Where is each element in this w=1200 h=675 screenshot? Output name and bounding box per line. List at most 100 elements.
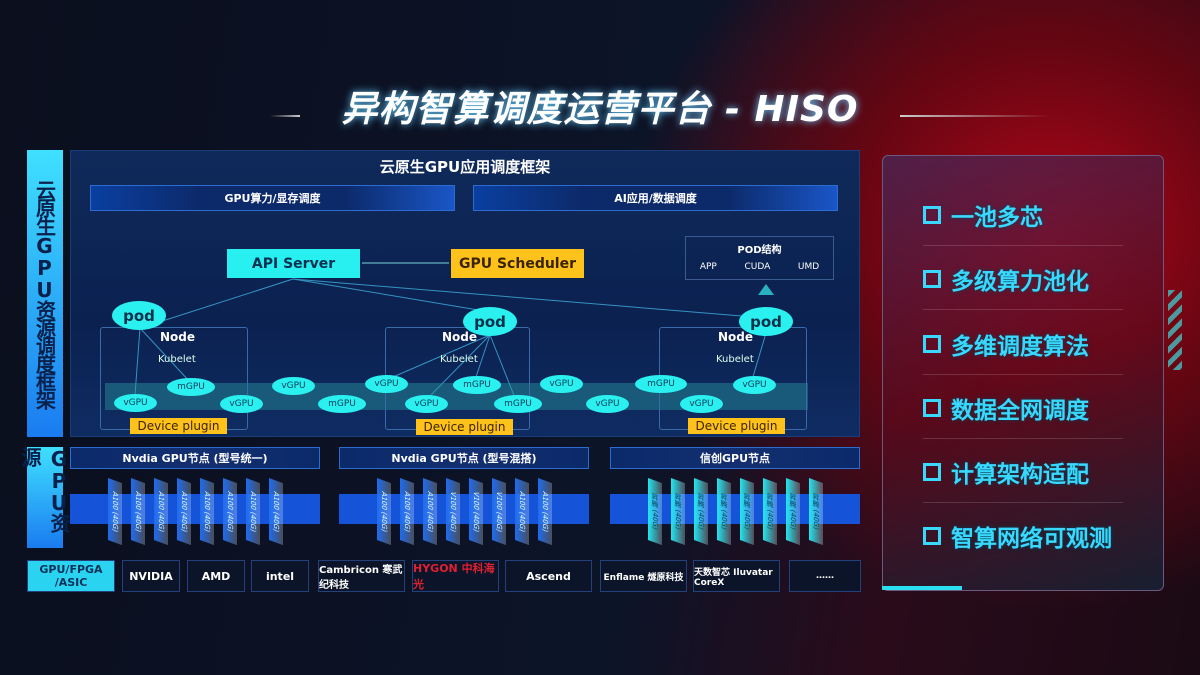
checkbox-icon bbox=[923, 527, 941, 545]
feature-item: 多级算力池化 bbox=[923, 262, 1089, 296]
resources-side-label: GPU资源 bbox=[18, 447, 71, 548]
checkbox-icon bbox=[923, 335, 941, 353]
vgpu-ellipse: vGPU bbox=[365, 375, 408, 393]
gpu-node-title-1: Nvdia GPU节点 (型号统一) bbox=[70, 447, 320, 469]
divider bbox=[923, 502, 1123, 503]
divider bbox=[923, 309, 1123, 310]
vendor-logo: NVIDIA bbox=[122, 560, 180, 592]
gpu-node-title-2: Nvdia GPU节点 (型号混搭) bbox=[339, 447, 589, 469]
gpu-card: A100 (40G) bbox=[246, 478, 260, 546]
divider bbox=[923, 438, 1123, 439]
node-label: Node bbox=[718, 330, 754, 344]
vgpu-ellipse: vGPU bbox=[540, 375, 583, 393]
gpu-card: A100 (40G) bbox=[108, 478, 122, 546]
feature-label: 数据全网调度 bbox=[951, 398, 1089, 424]
pod-ellipse: pod bbox=[112, 301, 166, 330]
divider bbox=[923, 374, 1123, 375]
feature-item: 智算网络可观测 bbox=[923, 519, 1112, 553]
gpu-node-cards-2: A100 (40G) A100 (40G) A100 (40G) V100 (40G)… bbox=[339, 478, 589, 548]
vendor-logo: Ascend bbox=[505, 560, 592, 592]
pod-ellipse: pod bbox=[739, 307, 793, 336]
divider bbox=[923, 245, 1123, 246]
feature-item: 计算架构适配 bbox=[923, 455, 1089, 489]
vgpu-ellipse: vGPU bbox=[733, 376, 776, 394]
vendor-logo: intel bbox=[251, 560, 309, 592]
feature-label: 计算架构适配 bbox=[951, 462, 1089, 488]
feature-label: 一池多芯 bbox=[951, 205, 1043, 231]
gpu-card: 昇腾 (40G) bbox=[717, 478, 731, 546]
pod-ellipse: pod bbox=[463, 307, 517, 336]
gpu-card: 昇腾 (40G) bbox=[786, 478, 800, 546]
gpu-card: A100 (40G) bbox=[131, 478, 145, 546]
vgpu-ellipse: vGPU bbox=[272, 377, 315, 395]
vgpu-ellipse: vGPU bbox=[220, 395, 263, 413]
gpu-card: A100 (40G) bbox=[269, 478, 283, 546]
feature-label: 多级算力池化 bbox=[951, 269, 1089, 295]
title-decoration-right bbox=[900, 115, 1050, 117]
chips-label: GPU/FPGA /ASIC bbox=[27, 560, 115, 592]
vendor-logo: HYGON 中科海光 bbox=[412, 560, 499, 592]
mgpu-ellipse: mGPU bbox=[167, 378, 215, 396]
gpu-card: A100 (40G) bbox=[200, 478, 214, 546]
checkbox-icon bbox=[923, 399, 941, 417]
stripe-decoration bbox=[1168, 290, 1182, 370]
feature-label: 智算网络可观测 bbox=[951, 526, 1112, 552]
accent-decoration bbox=[882, 586, 962, 590]
pod-structure-umd: UMD bbox=[797, 262, 820, 272]
gpu-card: A100 (40G) bbox=[154, 478, 168, 546]
framework-header: 云原生GPU应用调度框架 bbox=[379, 158, 551, 176]
gpu-compute-bar: GPU算力/显存调度 bbox=[90, 185, 455, 211]
gpu-card: 昇腾 (40G) bbox=[671, 478, 685, 546]
checkbox-icon bbox=[923, 463, 941, 481]
feature-item: 数据全网调度 bbox=[923, 391, 1089, 425]
feature-item: 多维调度算法 bbox=[923, 327, 1089, 361]
vgpu-ellipse: vGPU bbox=[680, 395, 723, 413]
vendor-logo: AMD bbox=[187, 560, 245, 592]
gpu-node-title-3: 信创GPU节点 bbox=[610, 447, 860, 469]
vendor-logo: 天数智芯 Iluvatar CoreX bbox=[693, 560, 780, 592]
vgpu-ellipse: vGPU bbox=[114, 394, 157, 412]
vendor-logo: Cambricon 寒武纪科技 bbox=[318, 560, 405, 592]
gpu-card: A100 (40G) bbox=[538, 478, 552, 546]
gpu-card: V100 (40G) bbox=[446, 478, 460, 546]
gpu-card: 昇腾 (40G) bbox=[740, 478, 754, 546]
gpu-card: A100 (40G) bbox=[515, 478, 529, 546]
gpu-card: V100 (40G) bbox=[469, 478, 483, 546]
vendor-logo: …… bbox=[789, 560, 861, 592]
kubelet-label: Kubelet bbox=[158, 354, 196, 365]
mgpu-ellipse: mGPU bbox=[494, 395, 542, 413]
node-label: Node bbox=[442, 330, 478, 344]
pod-structure-box: POD结构 APP CUDA UMD bbox=[685, 236, 834, 280]
checkbox-icon bbox=[923, 206, 941, 224]
vendor-logo: Enflame 燧原科技 bbox=[600, 560, 687, 592]
mgpu-ellipse: mGPU bbox=[318, 395, 366, 413]
api-server-box: API Server bbox=[227, 249, 360, 278]
page-title: 异构智算调度运营平台 - HISO bbox=[341, 89, 859, 130]
gpu-card: 昇腾 (40G) bbox=[694, 478, 708, 546]
gpu-card: 昇腾 (40G) bbox=[763, 478, 777, 546]
gpu-node-cards-1: A100 (40G) A100 (40G) A100 (40G) A100 (40G)… bbox=[70, 478, 320, 548]
gpu-card: V100 (40G) bbox=[492, 478, 506, 546]
title-decoration-left bbox=[270, 115, 300, 117]
gpu-card: A100 (40G) bbox=[423, 478, 437, 546]
feature-label: 多维调度算法 bbox=[951, 334, 1089, 360]
device-plugin-box: Device plugin bbox=[688, 418, 785, 434]
device-plugin-box: Device plugin bbox=[130, 418, 227, 434]
mgpu-ellipse: mGPU bbox=[453, 376, 501, 394]
gpu-card: A100 (40G) bbox=[223, 478, 237, 546]
vgpu-ellipse: vGPU bbox=[586, 395, 629, 413]
features-panel: 一池多芯 多级算力池化 多维调度算法 数据全网调度 计算架构适配 智算网络可观测 bbox=[882, 155, 1164, 591]
gpu-card: A100 (40G) bbox=[400, 478, 414, 546]
gpu-node-cards-3: 昇腾 (40G) 昇腾 (40G) 昇腾 (40G) 昇腾 (40G) 昇腾 (40G)… bbox=[610, 478, 860, 548]
gpu-card: A100 (40G) bbox=[377, 478, 391, 546]
pod-structure-cuda: CUDA bbox=[744, 262, 771, 272]
gpu-scheduler-box: GPU Scheduler bbox=[451, 249, 584, 278]
gpu-card: 昇腾 (40G) bbox=[809, 478, 823, 546]
gpu-card: 昇腾 (40G) bbox=[648, 478, 662, 546]
pod-structure-title: POD结构 bbox=[737, 245, 782, 256]
feature-item: 一池多芯 bbox=[923, 198, 1043, 232]
framework-side-label: 云原生GPU资源调度框架 bbox=[27, 150, 63, 437]
mgpu-ellipse: mGPU bbox=[635, 375, 687, 393]
checkbox-icon bbox=[923, 270, 941, 288]
